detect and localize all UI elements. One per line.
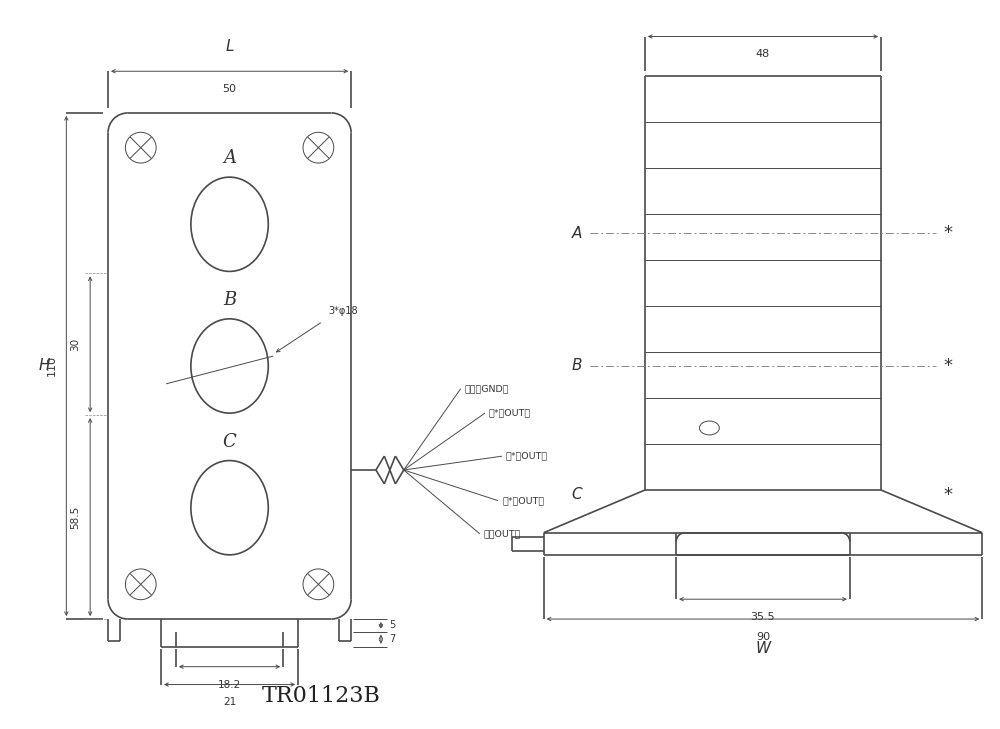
Text: 红*（OUT）: 红*（OUT） xyxy=(489,408,531,418)
Text: 绿*（OUT）: 绿*（OUT） xyxy=(506,452,548,461)
Text: TR01123B: TR01123B xyxy=(262,685,381,707)
Text: A: A xyxy=(572,226,582,241)
Text: 110: 110 xyxy=(46,356,56,376)
Text: H: H xyxy=(39,359,50,373)
Text: A: A xyxy=(223,149,236,167)
Text: 18.2: 18.2 xyxy=(218,679,241,690)
Text: 7: 7 xyxy=(389,634,395,644)
Text: 58.5: 58.5 xyxy=(70,505,80,529)
Text: W: W xyxy=(755,641,771,656)
Text: B: B xyxy=(223,291,236,309)
Text: 21: 21 xyxy=(223,698,236,707)
Text: 黄*（OUT）: 黄*（OUT） xyxy=(502,496,544,505)
Text: 黑（OUT）: 黑（OUT） xyxy=(484,529,521,538)
Text: 48: 48 xyxy=(756,50,770,60)
Text: 网线（GND）: 网线（GND） xyxy=(465,384,509,393)
Text: C: C xyxy=(223,432,236,451)
Text: 50: 50 xyxy=(223,84,237,94)
Text: 90: 90 xyxy=(756,632,770,642)
Text: L: L xyxy=(225,39,234,55)
Text: 35.5: 35.5 xyxy=(751,612,775,622)
Text: B: B xyxy=(572,359,582,373)
Text: 30: 30 xyxy=(70,338,80,351)
Text: *: * xyxy=(944,486,953,504)
Text: *: * xyxy=(944,225,953,243)
Text: 5: 5 xyxy=(389,620,395,631)
Text: *: * xyxy=(944,357,953,375)
Text: C: C xyxy=(572,488,582,502)
Text: 3*φ18: 3*φ18 xyxy=(328,306,357,316)
